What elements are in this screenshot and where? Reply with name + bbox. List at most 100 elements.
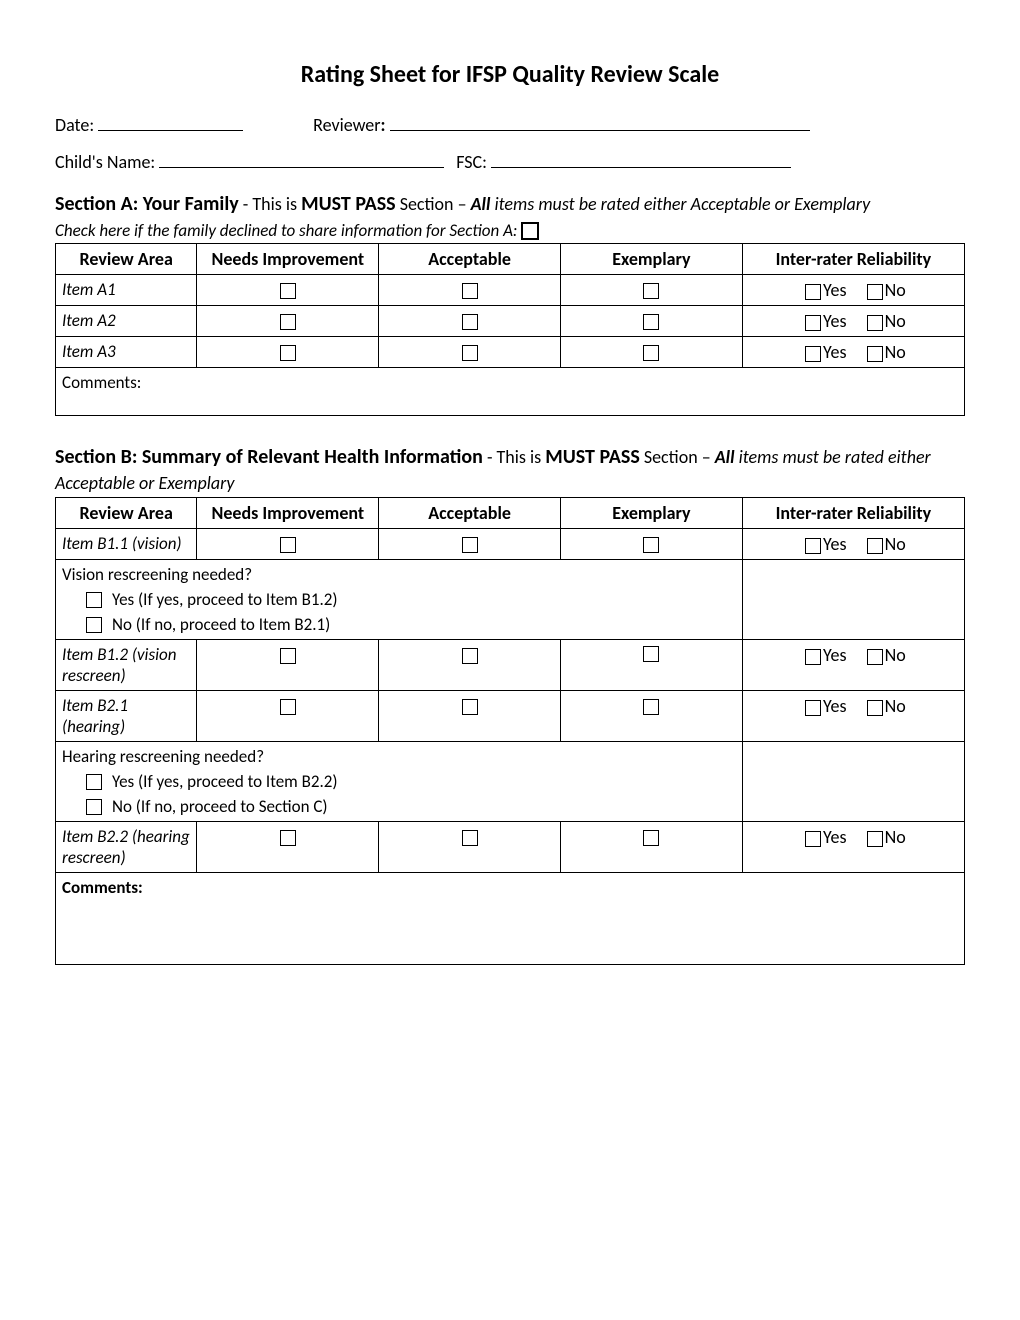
yes-checkbox[interactable] <box>805 700 821 716</box>
item-a2-ex <box>560 306 742 337</box>
no-label: No <box>885 341 906 363</box>
vision-no-text: No (If no, proceed to Item B2.1) <box>112 614 330 635</box>
reviewer-colon: : <box>381 114 386 136</box>
item-a3-irr: Yes No <box>742 337 964 368</box>
vision-question-row: Vision rescreening needed? Yes (If yes, … <box>56 560 965 640</box>
checkbox[interactable] <box>280 699 296 715</box>
section-b-header-row: Review Area Needs Improvement Acceptable… <box>56 498 965 529</box>
yes-checkbox[interactable] <box>805 649 821 665</box>
fsc-blank[interactable] <box>491 150 791 168</box>
item-b22-ni <box>197 822 379 873</box>
yes-checkbox[interactable] <box>805 538 821 554</box>
section-b-mustpass: MUST PASS <box>545 445 640 469</box>
vision-q-irr-blank <box>742 560 964 640</box>
checkbox[interactable] <box>643 283 659 299</box>
item-b21-label: Item B2.1 (hearing) <box>56 691 197 742</box>
hearing-q-text: Hearing rescreening needed? <box>62 746 736 767</box>
section-a-header-row: Review Area Needs Improvement Acceptable… <box>56 244 965 275</box>
checkbox[interactable] <box>462 314 478 330</box>
checkbox[interactable] <box>643 314 659 330</box>
decline-checkbox[interactable] <box>521 222 539 240</box>
checkbox[interactable] <box>462 699 478 715</box>
table-row: Item B1.1 (vision) Yes No <box>56 529 965 560</box>
item-b22-irr: Yes No <box>742 822 964 873</box>
checkbox[interactable] <box>643 537 659 553</box>
item-b21-irr: Yes No <box>742 691 964 742</box>
child-label: Child's Name: <box>55 151 155 173</box>
item-b12-label: Item B1.2 (vision rescreen) <box>56 640 197 691</box>
checkbox[interactable] <box>643 699 659 715</box>
item-b21-ni <box>197 691 379 742</box>
section-a-comments[interactable]: Comments: <box>56 368 965 416</box>
item-a3-acc <box>379 337 561 368</box>
section-b-after: Section – <box>640 446 715 468</box>
item-b11-irr: Yes No <box>742 529 964 560</box>
hdr-acc: Acceptable <box>379 244 561 275</box>
yes-label: Yes <box>823 533 846 555</box>
checkbox[interactable] <box>280 648 296 664</box>
section-a-tail: items must be rated either Acceptable or… <box>490 193 870 215</box>
section-b-heading: Section B: Summary of Relevant Health In… <box>55 444 965 495</box>
section-a-decline: Check here if the family declined to sha… <box>55 220 965 241</box>
fsc-label: FSC: <box>456 151 487 173</box>
item-b11-acc <box>379 529 561 560</box>
vision-no-opt: No (If no, proceed to Item B2.1) <box>62 614 736 635</box>
section-b-table: Review Area Needs Improvement Acceptable… <box>55 497 965 965</box>
checkbox[interactable] <box>643 830 659 846</box>
no-checkbox[interactable] <box>867 315 883 331</box>
checkbox[interactable] <box>462 283 478 299</box>
checkbox[interactable] <box>280 830 296 846</box>
section-a-all: All <box>471 193 491 215</box>
section-b-comments-row: Comments: <box>56 873 965 965</box>
date-label: Date: <box>55 114 94 136</box>
item-b21-acc <box>379 691 561 742</box>
hearing-no-text: No (If no, proceed to Section C) <box>112 796 328 817</box>
no-label: No <box>885 310 906 332</box>
yes-label: Yes <box>823 279 846 301</box>
no-checkbox[interactable] <box>867 538 883 554</box>
hdr-ex: Exemplary <box>560 244 742 275</box>
checkbox[interactable] <box>643 646 659 662</box>
yes-checkbox[interactable] <box>805 284 821 300</box>
vision-yes-checkbox[interactable] <box>86 592 102 608</box>
item-b11-ni <box>197 529 379 560</box>
yes-checkbox[interactable] <box>805 831 821 847</box>
checkbox[interactable] <box>462 345 478 361</box>
yes-checkbox[interactable] <box>805 346 821 362</box>
hdr-area-b: Review Area <box>56 498 197 529</box>
checkbox[interactable] <box>280 537 296 553</box>
checkbox[interactable] <box>462 537 478 553</box>
item-a2-irr: Yes No <box>742 306 964 337</box>
checkbox[interactable] <box>280 314 296 330</box>
page: Rating Sheet for IFSP Quality Review Sca… <box>0 0 1020 1320</box>
yes-checkbox[interactable] <box>805 315 821 331</box>
section-b-comments[interactable]: Comments: <box>56 873 965 965</box>
reviewer-blank[interactable] <box>390 113 810 131</box>
yes-label: Yes <box>823 341 846 363</box>
no-checkbox[interactable] <box>867 284 883 300</box>
hearing-no-checkbox[interactable] <box>86 799 102 815</box>
table-row: Item B2.2 (hearing rescreen) Yes No <box>56 822 965 873</box>
checkbox[interactable] <box>643 345 659 361</box>
date-blank[interactable] <box>98 113 243 131</box>
section-a-after: Section – <box>396 193 471 215</box>
item-a3-ex <box>560 337 742 368</box>
table-row: Item B2.1 (hearing) Yes No <box>56 691 965 742</box>
vision-no-checkbox[interactable] <box>86 617 102 633</box>
checkbox[interactable] <box>462 648 478 664</box>
no-checkbox[interactable] <box>867 346 883 362</box>
child-blank[interactable] <box>159 150 444 168</box>
hearing-yes-checkbox[interactable] <box>86 774 102 790</box>
no-checkbox[interactable] <box>867 700 883 716</box>
checkbox[interactable] <box>462 830 478 846</box>
checkbox[interactable] <box>280 283 296 299</box>
table-row: Item A3 Yes No <box>56 337 965 368</box>
page-title: Rating Sheet for IFSP Quality Review Sca… <box>55 60 965 89</box>
no-checkbox[interactable] <box>867 649 883 665</box>
no-label: No <box>885 279 906 301</box>
section-a-comments-row: Comments: <box>56 368 965 416</box>
hdr-irr-b: Inter-rater Reliability <box>742 498 964 529</box>
yes-label: Yes <box>823 826 846 848</box>
checkbox[interactable] <box>280 345 296 361</box>
no-checkbox[interactable] <box>867 831 883 847</box>
